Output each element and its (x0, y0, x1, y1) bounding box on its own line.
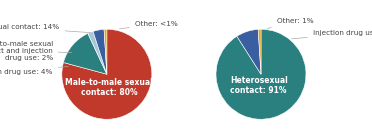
Text: Injection drug use: 4%: Injection drug use: 4% (0, 66, 68, 75)
Wedge shape (63, 33, 107, 74)
Text: Male-to-male sexual
contact: 80%: Male-to-male sexual contact: 80% (65, 78, 153, 97)
Text: Heterosexual contact: 14%: Heterosexual contact: 14% (0, 24, 90, 33)
Wedge shape (258, 29, 261, 74)
Wedge shape (216, 29, 306, 119)
Text: Male-to-male sexual
contact and injection
drug use: 2%: Male-to-male sexual contact and injectio… (0, 41, 72, 61)
Wedge shape (88, 31, 107, 74)
Wedge shape (104, 29, 107, 74)
Text: Other: 1%: Other: 1% (267, 18, 313, 28)
Wedge shape (62, 29, 152, 119)
Text: Other: <1%: Other: <1% (119, 21, 177, 29)
Text: Heterosexual
contact: 91%: Heterosexual contact: 91% (230, 76, 288, 95)
Wedge shape (93, 29, 107, 74)
Text: Injection drug use: 8%: Injection drug use: 8% (292, 30, 372, 39)
Wedge shape (237, 29, 261, 74)
